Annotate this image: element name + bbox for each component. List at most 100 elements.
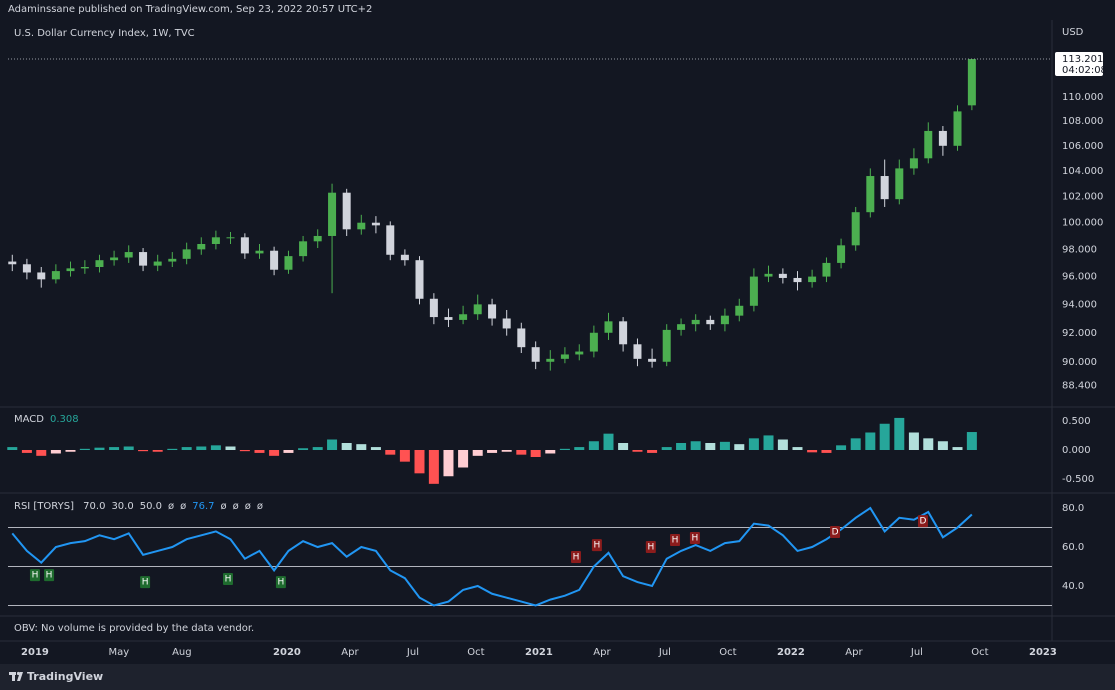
macd-bar [341, 443, 352, 450]
marker-box [29, 569, 40, 582]
macd-bar [545, 450, 556, 454]
macd-bar [370, 447, 381, 450]
macd-bar [966, 432, 977, 450]
y-tick-label: 80.0 [1062, 503, 1084, 514]
macd-bar [952, 447, 963, 450]
y-tick-label: 104.000 [1062, 166, 1103, 177]
candle-body [938, 130, 947, 146]
y-tick-label: 96.000 [1062, 272, 1097, 283]
candle-body [778, 273, 787, 278]
macd-bar [65, 450, 76, 452]
candle-body [110, 257, 119, 261]
macd-bar [385, 450, 396, 455]
rsi-marker: H [222, 572, 233, 585]
y-tick-label: 110.000 [1062, 92, 1103, 103]
countdown-label: 04:02:08 [1062, 65, 1107, 76]
candle-body [808, 276, 817, 283]
logo [9, 671, 23, 681]
candle-body [429, 298, 438, 318]
rsi-marker: H [689, 532, 700, 545]
macd-bar [254, 450, 265, 453]
candle-body [749, 276, 758, 306]
candle-body [182, 249, 191, 259]
rsi-na: ø [167, 501, 175, 512]
macd-bar [865, 432, 876, 450]
candle-body [124, 252, 133, 258]
candle-body [662, 329, 671, 362]
x-tick-label: Aug [172, 647, 192, 658]
macd-value: 0.308 [49, 414, 79, 425]
macd-bar [894, 417, 905, 450]
macd-bar [516, 450, 527, 455]
y-tick-label: 106.000 [1062, 141, 1103, 152]
macd-bar [181, 447, 192, 450]
macd-bar [690, 441, 701, 450]
candle-body [444, 317, 453, 320]
marker-label: D [832, 528, 839, 538]
candle-body [168, 258, 177, 262]
macd-bar [152, 450, 163, 452]
candle-body [240, 237, 249, 254]
marker-box [917, 515, 928, 528]
x-tick-label: 2023 [1029, 647, 1057, 658]
candle-body [691, 319, 700, 325]
macd-bar [588, 441, 599, 450]
y-tick-label: 98.000 [1062, 244, 1097, 255]
candle-body [619, 321, 628, 345]
x-tick-label: Jul [910, 647, 923, 658]
macd-bar [283, 450, 294, 453]
rsi-na: ø [232, 501, 239, 512]
macd-bar [632, 450, 643, 452]
y-tick-label: 92.000 [1062, 328, 1097, 339]
macd-bar [574, 447, 585, 450]
marker-label: H [278, 578, 285, 588]
x-tick-label: Oct [467, 647, 484, 658]
rsi-na: ø [180, 501, 187, 512]
candle-body [677, 324, 686, 330]
candle-body [328, 192, 337, 236]
macd-bar [603, 433, 614, 450]
candle-body [953, 111, 962, 146]
macd-bar [109, 447, 120, 450]
rsi-marker: H [29, 569, 40, 582]
macd-bar [428, 450, 439, 484]
macd-bar [21, 450, 32, 453]
marker-label: H [692, 534, 699, 544]
candle-body [284, 256, 293, 270]
candle-body [560, 354, 569, 359]
macd-bar [399, 450, 410, 462]
candle-body [8, 261, 17, 265]
candle-body [866, 176, 875, 213]
marker-label: H [225, 574, 232, 584]
x-tick-label: Apr [341, 647, 359, 658]
candle-body [371, 222, 380, 226]
macd-bar [269, 450, 280, 456]
candle-body [575, 351, 584, 355]
candle-body [226, 237, 235, 239]
x-tick-label: 2019 [21, 647, 49, 658]
candle-body [488, 304, 497, 319]
x-tick-label: Apr [845, 647, 863, 658]
candle-body [589, 332, 598, 352]
macd-bar [414, 450, 425, 474]
macd-title: MACD [14, 414, 44, 425]
candle-body [22, 264, 31, 273]
rsi-legend: RSI [TORYS] 70.0 30.0 50.0 ø ø 76.7 ø ø ø ø [14, 501, 269, 512]
rsi-line [11, 506, 973, 607]
candle-body [517, 328, 526, 348]
macd-bar [937, 441, 948, 450]
rsi-marker: D [830, 526, 841, 539]
macd-bar [676, 443, 687, 450]
macd-bar [167, 448, 178, 450]
marker-box [44, 569, 55, 582]
marker-label: H [647, 543, 654, 553]
rsi-na: ø [244, 501, 251, 512]
macd-bar [210, 445, 221, 450]
marker-label: D [920, 517, 927, 527]
x-tick-label: Jul [658, 647, 671, 658]
x-tick-label: May [109, 647, 130, 658]
candle-body [37, 272, 46, 280]
macd-bar [559, 448, 570, 450]
